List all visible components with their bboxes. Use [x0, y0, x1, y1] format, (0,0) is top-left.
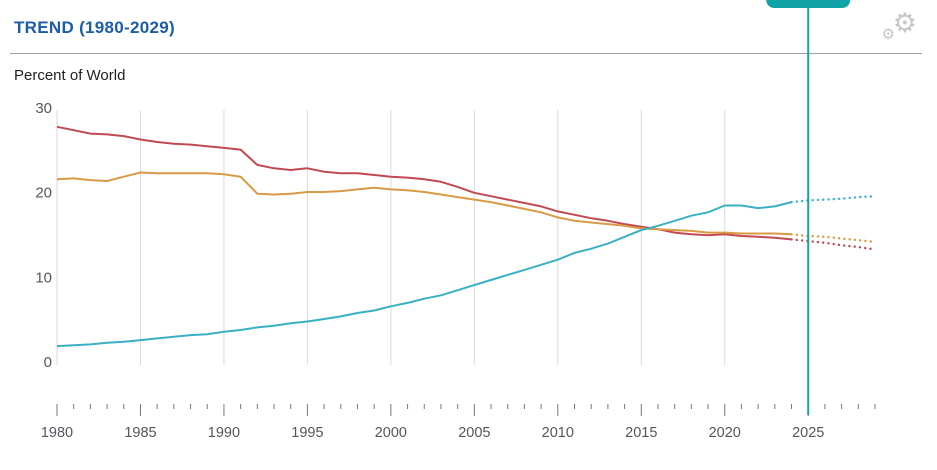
svg-text:1995: 1995	[291, 425, 323, 441]
svg-text:2005: 2005	[458, 425, 490, 441]
svg-text:10: 10	[35, 269, 52, 286]
series-teal-line	[56, 201, 792, 348]
svg-text:2020: 2020	[709, 425, 741, 441]
year-marker-button[interactable]	[766, 0, 851, 8]
settings-gear-icon[interactable]: ⚙ ⚙	[875, 10, 921, 52]
svg-text:1980: 1980	[41, 425, 73, 441]
svg-text:2010: 2010	[542, 425, 574, 441]
page-title: TREND (1980-2029)	[14, 18, 175, 37]
x-axis-labels: 1980 1985 1990 1995 2000 2005 2010 2015 2020 2025	[41, 425, 824, 441]
gear-small-icon: ⚙	[881, 26, 895, 43]
x-axis-ticks	[56, 404, 876, 416]
svg-text:2015: 2015	[625, 425, 657, 441]
svg-text:1985: 1985	[124, 425, 156, 441]
gear-large-icon: ⚙	[892, 8, 917, 38]
series-red-projection	[790, 238, 877, 251]
svg-text:2000: 2000	[375, 425, 407, 441]
series-teal-projection	[790, 195, 877, 204]
svg-text:0: 0	[44, 354, 52, 371]
series-red-line	[56, 125, 792, 241]
svg-text:20: 20	[35, 185, 52, 202]
series-orange-projection	[790, 233, 877, 244]
series-orange-line	[56, 171, 792, 236]
header-divider	[10, 53, 922, 54]
y-axis-labels: 0 10 20 30	[35, 100, 52, 371]
svg-text:30: 30	[35, 100, 52, 117]
gridlines	[56, 110, 809, 365]
svg-text:2025: 2025	[792, 425, 824, 441]
svg-text:1990: 1990	[208, 425, 240, 441]
chart-unit-label: Percent of World	[14, 67, 126, 84]
